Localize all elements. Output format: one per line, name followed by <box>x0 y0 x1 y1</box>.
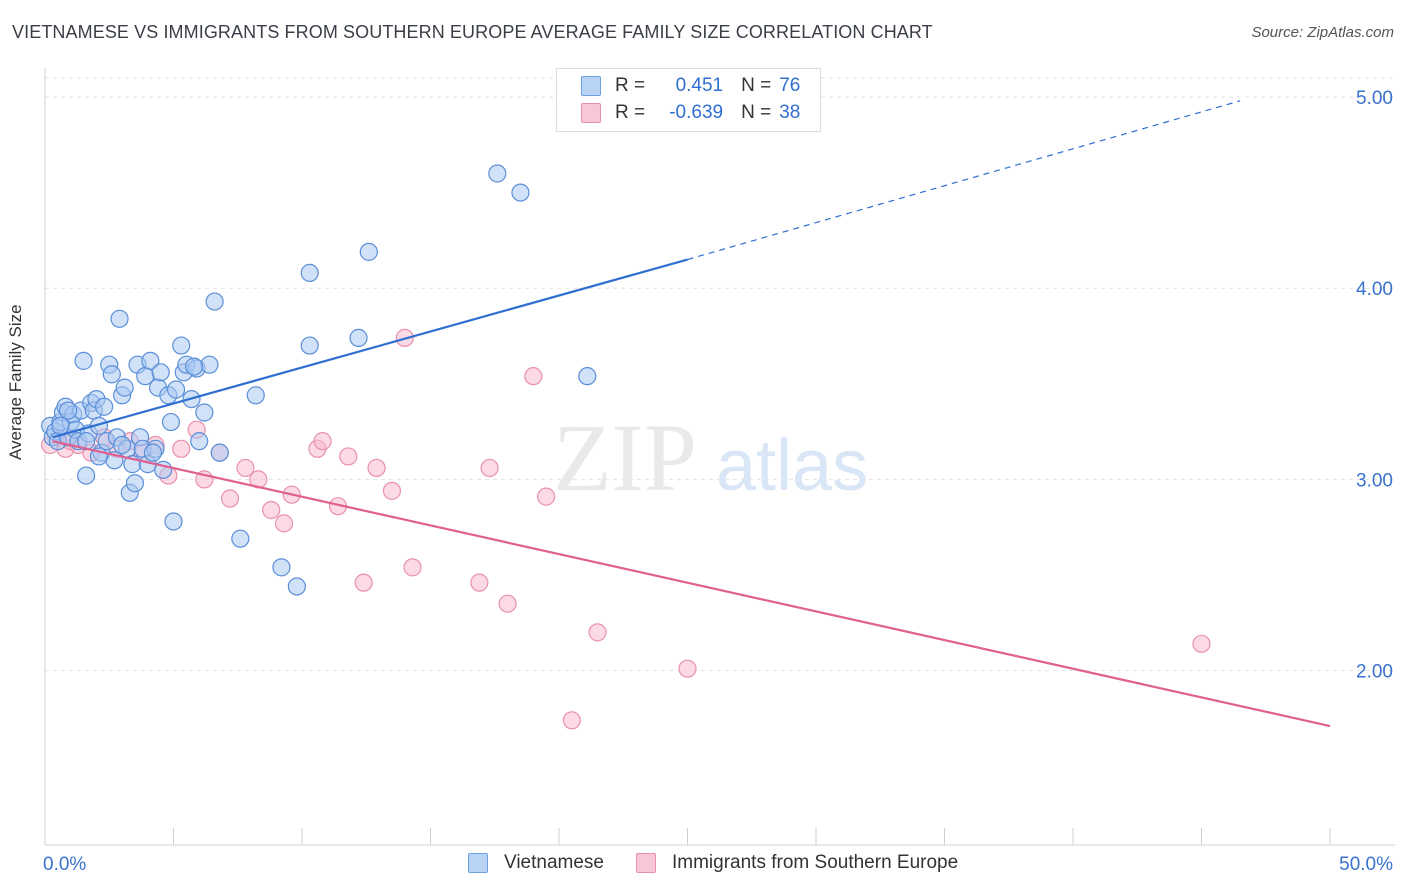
data-point-vietnamese <box>110 309 129 328</box>
gridlines <box>45 77 1395 672</box>
bottom-legend-southern-europe: Immigrants from Southern Europe <box>636 852 958 874</box>
watermark-zip: ZIP <box>553 404 697 511</box>
data-point-southern-europe <box>1192 634 1211 653</box>
data-point-vietnamese <box>74 351 93 370</box>
bottom-legend-label: Immigrants from Southern Europe <box>672 852 959 873</box>
legend-n-value: 38 <box>779 102 801 123</box>
data-point-southern-europe <box>339 447 358 466</box>
data-point-vietnamese <box>246 386 265 405</box>
legend-r-label: R = <box>615 75 646 96</box>
axes <box>44 68 1395 846</box>
data-point-southern-europe <box>313 432 332 451</box>
y-tick-label: 4.00 <box>1356 279 1393 300</box>
data-point-vietnamese <box>59 401 78 420</box>
trend-line-vietnamese <box>52 258 688 439</box>
data-point-southern-europe <box>274 514 294 533</box>
data-point-vietnamese <box>190 432 209 451</box>
watermark: ZIP atlas <box>553 404 868 511</box>
data-point-vietnamese <box>300 263 319 283</box>
data-point-southern-europe <box>537 487 556 506</box>
data-point-vietnamese <box>287 577 306 596</box>
data-point-vietnamese <box>205 292 224 311</box>
data-point-vietnamese <box>172 336 191 355</box>
data-point-vietnamese <box>166 380 186 399</box>
data-point-vietnamese <box>511 183 530 202</box>
data-point-southern-europe <box>220 489 240 508</box>
data-point-southern-europe <box>588 623 607 642</box>
data-point-vietnamese <box>151 363 170 382</box>
trend-line-vietnamese-extension <box>687 100 1241 261</box>
data-point-vietnamese <box>143 443 163 462</box>
legend-n-value: 76 <box>779 75 801 96</box>
data-point-southern-europe <box>524 367 543 386</box>
series-vietnamese <box>41 164 597 596</box>
data-point-vietnamese <box>95 397 114 416</box>
x-tick-label: 50.0% <box>1339 854 1393 875</box>
data-point-southern-europe <box>354 573 373 592</box>
data-point-vietnamese <box>195 403 214 422</box>
bottom-legend-swatch-blue <box>468 853 488 873</box>
legend-r-label: R = <box>615 102 646 123</box>
data-point-vietnamese <box>231 529 250 548</box>
data-point-southern-europe <box>172 439 191 458</box>
series-immigrants-southern-europe <box>41 328 1211 730</box>
data-point-southern-europe <box>403 558 422 577</box>
data-point-vietnamese <box>102 365 121 384</box>
data-point-vietnamese <box>578 367 597 386</box>
data-point-vietnamese <box>272 558 291 577</box>
bottom-legend-label: Vietnamese <box>504 852 604 873</box>
legend-row-vietnamese: R = 0.451 N = 76 <box>581 74 800 98</box>
data-point-southern-europe <box>562 711 581 730</box>
y-tick-label: 2.00 <box>1356 662 1393 683</box>
data-point-vietnamese <box>488 164 507 183</box>
watermark-atlas: atlas <box>716 426 868 506</box>
legend-box: R = 0.451 N = 76 R = -0.639 N = 38 <box>556 68 821 132</box>
data-point-vietnamese <box>184 357 204 376</box>
data-point-southern-europe <box>678 659 697 678</box>
tick-labels: 2.00 3.00 4.00 5.00 0.0% 50.0% <box>43 88 1393 875</box>
y-tick-label: 5.00 <box>1356 88 1393 109</box>
data-point-vietnamese <box>77 466 96 485</box>
data-point-southern-europe <box>498 594 517 613</box>
data-point-southern-europe <box>236 458 255 478</box>
data-point-vietnamese <box>115 378 134 397</box>
data-point-vietnamese <box>141 351 160 370</box>
data-point-southern-europe <box>382 481 402 500</box>
data-point-southern-europe <box>470 573 489 592</box>
data-point-southern-europe <box>367 458 386 478</box>
y-axis-label: Average Family Size <box>6 304 25 460</box>
legend-r-value: -0.639 <box>669 102 724 123</box>
data-point-vietnamese <box>300 336 319 355</box>
data-point-vietnamese <box>161 412 181 432</box>
data-point-southern-europe <box>480 458 499 478</box>
chart-title: VIETNAMESE VS IMMIGRANTS FROM SOUTHERN E… <box>12 22 933 42</box>
data-point-vietnamese <box>359 242 378 261</box>
legend-swatch-blue <box>581 76 601 96</box>
data-point-vietnamese <box>200 355 219 374</box>
legend-n-label: N = <box>741 75 772 96</box>
bottom-legend-swatch-pink <box>636 853 656 873</box>
legend-row-southern-europe: R = -0.639 N = 38 <box>581 101 800 125</box>
legend-n-label: N = <box>741 102 772 123</box>
data-point-vietnamese <box>51 416 70 435</box>
data-point-vietnamese <box>125 474 145 493</box>
trend-lines <box>52 100 1331 728</box>
y-tick-label: 3.00 <box>1356 470 1393 491</box>
legend-swatch-pink <box>581 103 601 123</box>
chart-source: Source: ZipAtlas.com <box>1251 24 1394 41</box>
data-point-vietnamese <box>112 435 132 455</box>
data-point-vietnamese <box>164 512 183 531</box>
bottom-legend-vietnamese: Vietnamese <box>468 852 604 874</box>
legend-r-value: 0.451 <box>675 75 724 96</box>
data-point-vietnamese <box>349 328 368 348</box>
data-point-southern-europe <box>262 500 281 520</box>
trend-line-southern-europe <box>52 440 1331 728</box>
x-tick-label: 0.0% <box>43 854 86 875</box>
data-point-vietnamese <box>210 443 229 462</box>
